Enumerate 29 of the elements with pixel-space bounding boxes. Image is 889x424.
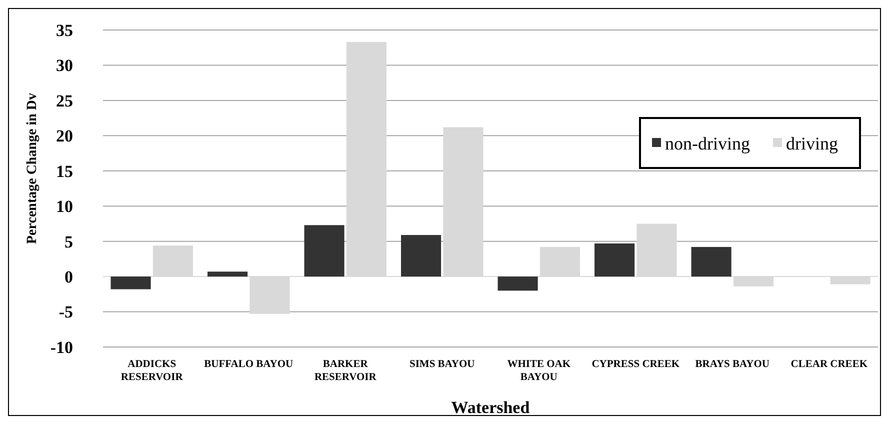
y-tick-label: -10 xyxy=(50,338,73,357)
y-tick-label: -5 xyxy=(58,302,73,322)
bar xyxy=(207,272,248,277)
bar xyxy=(691,246,732,277)
y-tick-label: 5 xyxy=(64,232,73,252)
legend-label: driving xyxy=(786,133,838,154)
y-tick-label: 35 xyxy=(56,20,73,40)
y-tick-label: 0 xyxy=(64,268,73,287)
y-tick-label: 15 xyxy=(56,162,73,181)
x-tick-label: WHITE OAK BAYOU xyxy=(507,359,572,383)
x-axis-title: Watershed xyxy=(451,398,530,417)
x-tick-label: BUFFALO BAYOU xyxy=(204,359,294,370)
x-tick-label: CLEAR CREEK xyxy=(790,359,868,370)
bar xyxy=(110,276,151,290)
bar xyxy=(401,234,442,277)
y-axis-title: Percentage Change in Dv xyxy=(25,93,40,244)
bar xyxy=(594,243,635,277)
x-tick-label: BRAYS BAYOU xyxy=(695,359,770,370)
x-tick-label: BARKER RESERVOIR xyxy=(314,359,377,383)
y-tick-label: 20 xyxy=(56,126,73,146)
y-tick-label: 30 xyxy=(56,56,73,76)
legend-label: non-driving xyxy=(665,133,750,154)
x-tick-label: SIMS BAYOU xyxy=(409,359,476,370)
x-tick-label: ADDICKS RESERVOIR xyxy=(120,359,184,383)
bar xyxy=(498,276,538,291)
y-tick-label: 25 xyxy=(56,91,73,110)
y-tick-label: 10 xyxy=(56,197,73,216)
x-tick-label: CYPRESS CREEK xyxy=(592,359,680,370)
bar xyxy=(304,225,344,277)
